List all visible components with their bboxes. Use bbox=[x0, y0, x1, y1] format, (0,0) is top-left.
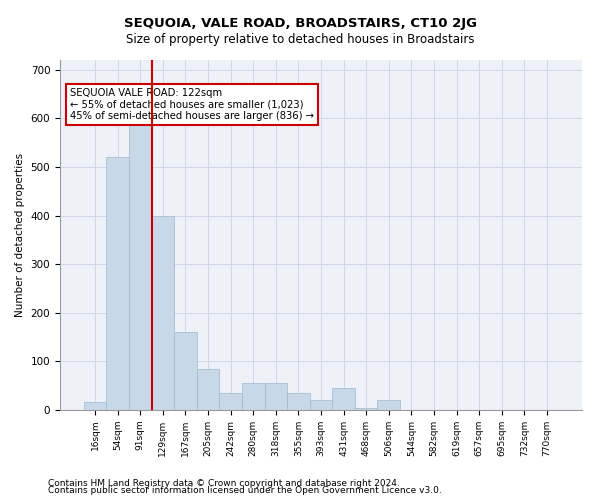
Text: Size of property relative to detached houses in Broadstairs: Size of property relative to detached ho… bbox=[126, 32, 474, 46]
Y-axis label: Number of detached properties: Number of detached properties bbox=[15, 153, 25, 317]
Bar bbox=[355, 408, 377, 410]
Bar bbox=[377, 400, 400, 410]
Bar bbox=[287, 393, 310, 410]
Bar bbox=[242, 384, 265, 410]
Bar bbox=[220, 393, 242, 410]
Text: SEQUOIA VALE ROAD: 122sqm
← 55% of detached houses are smaller (1,023)
45% of se: SEQUOIA VALE ROAD: 122sqm ← 55% of detac… bbox=[70, 88, 314, 121]
Bar bbox=[129, 123, 152, 410]
Text: Contains public sector information licensed under the Open Government Licence v3: Contains public sector information licen… bbox=[48, 486, 442, 495]
Bar bbox=[310, 400, 332, 410]
Bar bbox=[197, 368, 220, 410]
Bar bbox=[152, 216, 174, 410]
Bar bbox=[332, 388, 355, 410]
Text: SEQUOIA, VALE ROAD, BROADSTAIRS, CT10 2JG: SEQUOIA, VALE ROAD, BROADSTAIRS, CT10 2J… bbox=[124, 18, 476, 30]
Text: Contains HM Land Registry data © Crown copyright and database right 2024.: Contains HM Land Registry data © Crown c… bbox=[48, 478, 400, 488]
Bar bbox=[174, 332, 197, 410]
Bar bbox=[106, 157, 129, 410]
Bar bbox=[265, 384, 287, 410]
Bar bbox=[84, 402, 106, 410]
